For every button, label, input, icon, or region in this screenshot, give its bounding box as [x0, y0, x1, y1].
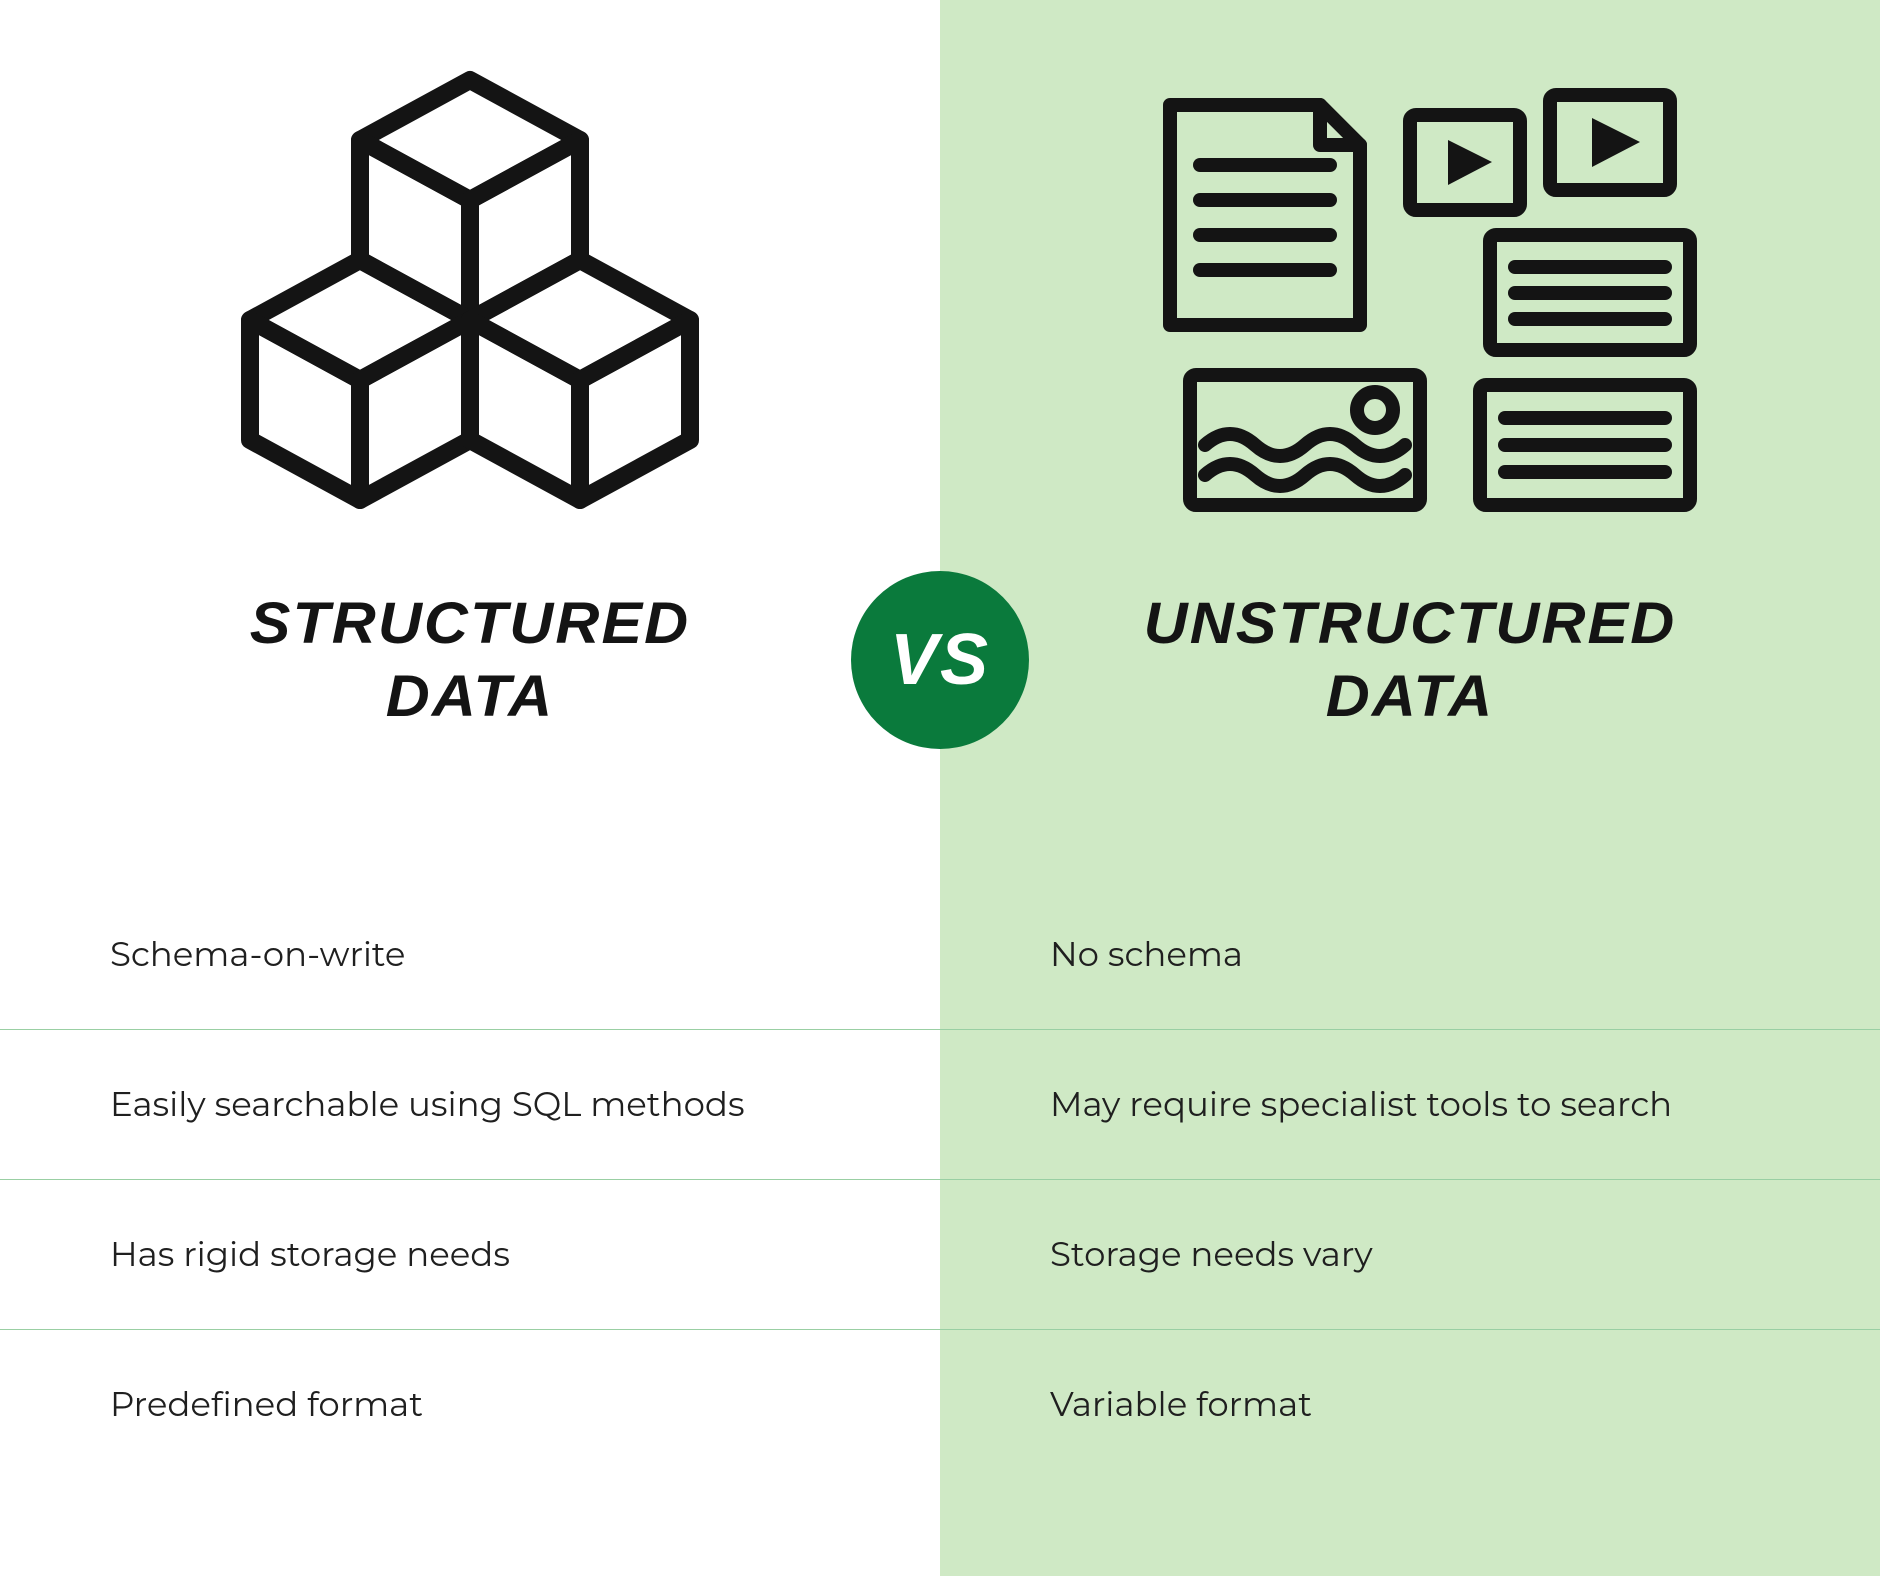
cubes-icon	[210, 60, 730, 540]
vs-label: VS	[890, 619, 990, 701]
right-title-line2: Data	[1326, 664, 1495, 729]
right-point-1: May require specialist tools to search	[940, 1030, 1880, 1179]
right-icon-area	[940, 40, 1880, 560]
left-title-line2: Data	[386, 664, 555, 729]
right-heading: Unstructured Data	[917, 588, 1880, 733]
left-point-0: Schema-on-write	[0, 880, 940, 1029]
left-point-1: Easily searchable using SQL methods	[0, 1030, 940, 1179]
row-3: Predefined format Variable format	[0, 1330, 1880, 1480]
comparison-infographic: Structured Data	[0, 0, 1880, 1576]
left-title-line1: Structured	[250, 591, 691, 656]
left-point-2: Has rigid storage needs	[0, 1180, 940, 1329]
right-point-2: Storage needs vary	[940, 1180, 1880, 1329]
row-2: Has rigid storage needs Storage needs va…	[0, 1180, 1880, 1330]
right-point-0: No schema	[940, 880, 1880, 1029]
right-title-line1: Unstructured	[1144, 591, 1677, 656]
row-0: Schema-on-write No schema	[0, 880, 1880, 1030]
mixed-media-icon	[1110, 85, 1710, 515]
right-point-3: Variable format	[940, 1330, 1880, 1480]
comparison-rows: Schema-on-write No schema Easily searcha…	[0, 880, 1880, 1480]
row-1: Easily searchable using SQL methods May …	[0, 1030, 1880, 1180]
left-icon-area	[0, 40, 940, 560]
left-heading: Structured Data	[0, 588, 964, 733]
vs-badge: VS	[851, 571, 1029, 749]
left-point-3: Predefined format	[0, 1330, 940, 1480]
